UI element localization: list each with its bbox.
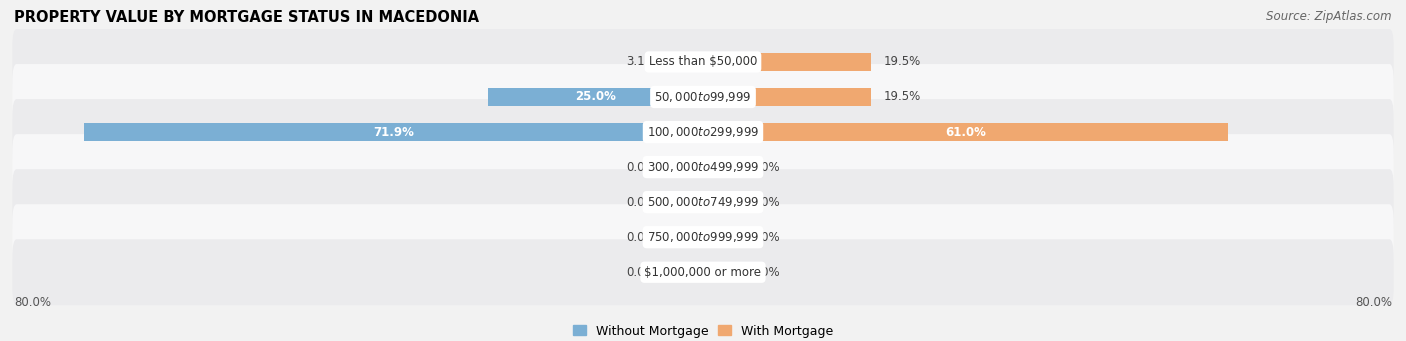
Text: 0.0%: 0.0% (751, 196, 780, 209)
FancyBboxPatch shape (13, 169, 1393, 235)
Text: $50,000 to $99,999: $50,000 to $99,999 (654, 90, 752, 104)
Bar (703, 228, 738, 246)
Text: 25.0%: 25.0% (575, 90, 616, 104)
Text: 0.0%: 0.0% (626, 266, 655, 279)
Text: 0.0%: 0.0% (751, 231, 780, 244)
Text: $750,000 to $999,999: $750,000 to $999,999 (647, 230, 759, 244)
Text: 0.0%: 0.0% (626, 231, 655, 244)
Text: 80.0%: 80.0% (1355, 296, 1392, 309)
Bar (703, 123, 1229, 141)
Bar (669, 193, 703, 211)
Text: 0.0%: 0.0% (626, 196, 655, 209)
Text: $100,000 to $299,999: $100,000 to $299,999 (647, 125, 759, 139)
Text: 0.0%: 0.0% (626, 161, 655, 174)
Bar (703, 263, 738, 281)
FancyBboxPatch shape (13, 204, 1393, 270)
Bar (703, 88, 870, 106)
Text: 0.0%: 0.0% (751, 266, 780, 279)
Bar (703, 53, 870, 71)
Text: $1,000,000 or more: $1,000,000 or more (644, 266, 762, 279)
Bar (703, 193, 738, 211)
Text: 0.0%: 0.0% (751, 161, 780, 174)
Text: Source: ZipAtlas.com: Source: ZipAtlas.com (1267, 10, 1392, 23)
Text: 61.0%: 61.0% (945, 125, 986, 138)
Text: PROPERTY VALUE BY MORTGAGE STATUS IN MACEDONIA: PROPERTY VALUE BY MORTGAGE STATUS IN MAC… (14, 10, 479, 25)
Bar (669, 228, 703, 246)
Text: 80.0%: 80.0% (14, 296, 51, 309)
Text: $300,000 to $499,999: $300,000 to $499,999 (647, 160, 759, 174)
Text: 3.1%: 3.1% (626, 56, 655, 69)
Bar (669, 158, 703, 176)
FancyBboxPatch shape (13, 64, 1393, 130)
Bar (669, 263, 703, 281)
FancyBboxPatch shape (13, 134, 1393, 200)
Text: Less than $50,000: Less than $50,000 (648, 56, 758, 69)
FancyBboxPatch shape (13, 29, 1393, 95)
Bar (488, 88, 703, 106)
Text: 71.9%: 71.9% (373, 125, 413, 138)
Text: $500,000 to $749,999: $500,000 to $749,999 (647, 195, 759, 209)
Text: 19.5%: 19.5% (884, 90, 921, 104)
Bar (84, 123, 703, 141)
FancyBboxPatch shape (13, 239, 1393, 305)
Bar (669, 53, 703, 71)
FancyBboxPatch shape (13, 99, 1393, 165)
Bar (703, 158, 738, 176)
Text: 19.5%: 19.5% (884, 56, 921, 69)
Legend: Without Mortgage, With Mortgage: Without Mortgage, With Mortgage (568, 320, 838, 341)
